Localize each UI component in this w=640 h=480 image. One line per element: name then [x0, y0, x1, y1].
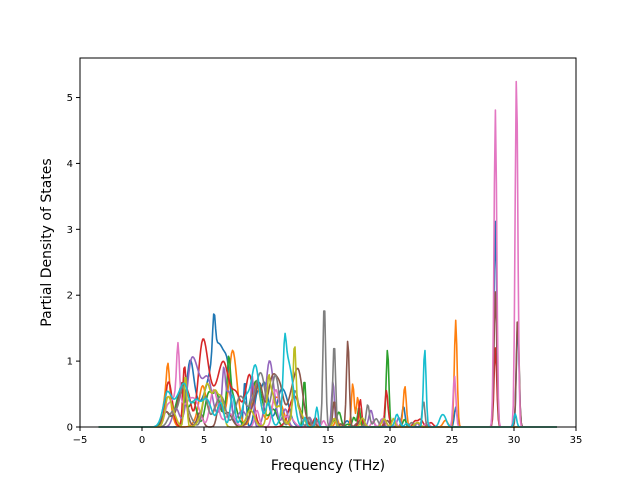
x-tick-label: 35 [570, 435, 583, 446]
x-axis-ticks: −5 0 5 10 15 20 25 30 35 [73, 427, 583, 446]
y-tick-label: 4 [67, 159, 73, 170]
x-tick-label: −5 [73, 435, 88, 446]
y-tick-label: 2 [67, 291, 73, 302]
y-axis-label: Partial Density of States [39, 158, 55, 326]
x-tick-label: 30 [508, 435, 521, 446]
x-tick-label: 15 [322, 435, 335, 446]
y-tick-label: 3 [67, 225, 73, 236]
x-tick-label: 20 [384, 435, 397, 446]
x-tick-label: 10 [260, 435, 273, 446]
x-tick-label: 25 [446, 435, 459, 446]
y-tick-label: 1 [67, 357, 73, 368]
y-tick-label: 0 [67, 423, 73, 434]
x-tick-label: 0 [139, 435, 145, 446]
x-axis-label: Frequency (THz) [271, 458, 385, 474]
y-tick-label: 5 [67, 93, 73, 104]
y-axis-ticks: 0 1 2 3 4 5 [67, 93, 80, 434]
x-tick-label: 5 [201, 435, 207, 446]
